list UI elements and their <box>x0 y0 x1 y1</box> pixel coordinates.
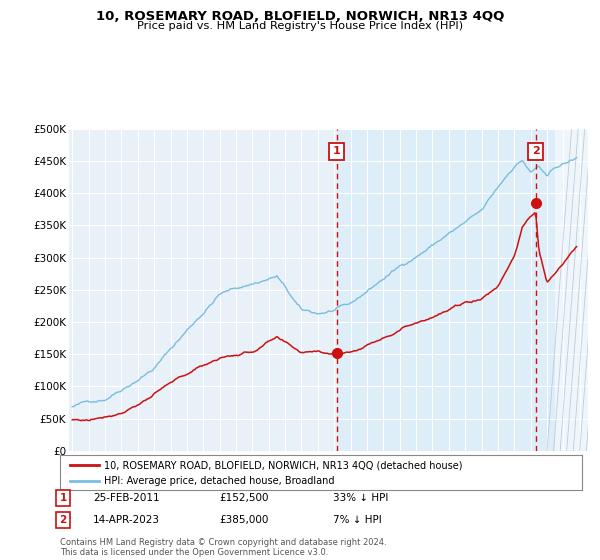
Text: 2: 2 <box>59 515 67 525</box>
Text: 7% ↓ HPI: 7% ↓ HPI <box>333 515 382 525</box>
Text: £385,000: £385,000 <box>219 515 268 525</box>
Text: HPI: Average price, detached house, Broadland: HPI: Average price, detached house, Broa… <box>104 477 335 486</box>
Text: 10, ROSEMARY ROAD, BLOFIELD, NORWICH, NR13 4QQ: 10, ROSEMARY ROAD, BLOFIELD, NORWICH, NR… <box>96 10 504 23</box>
Text: Price paid vs. HM Land Registry's House Price Index (HPI): Price paid vs. HM Land Registry's House … <box>137 21 463 31</box>
Text: Contains HM Land Registry data © Crown copyright and database right 2024.
This d: Contains HM Land Registry data © Crown c… <box>60 538 386 557</box>
Text: 14-APR-2023: 14-APR-2023 <box>93 515 160 525</box>
Text: 2: 2 <box>532 146 539 156</box>
Text: 1: 1 <box>59 493 67 503</box>
Bar <box>337 129 588 451</box>
Text: £152,500: £152,500 <box>219 493 269 503</box>
Text: 10, ROSEMARY ROAD, BLOFIELD, NORWICH, NR13 4QQ (detached house): 10, ROSEMARY ROAD, BLOFIELD, NORWICH, NR… <box>104 460 463 470</box>
Text: 25-FEB-2011: 25-FEB-2011 <box>93 493 160 503</box>
Text: 33% ↓ HPI: 33% ↓ HPI <box>333 493 388 503</box>
Text: 1: 1 <box>333 146 341 156</box>
